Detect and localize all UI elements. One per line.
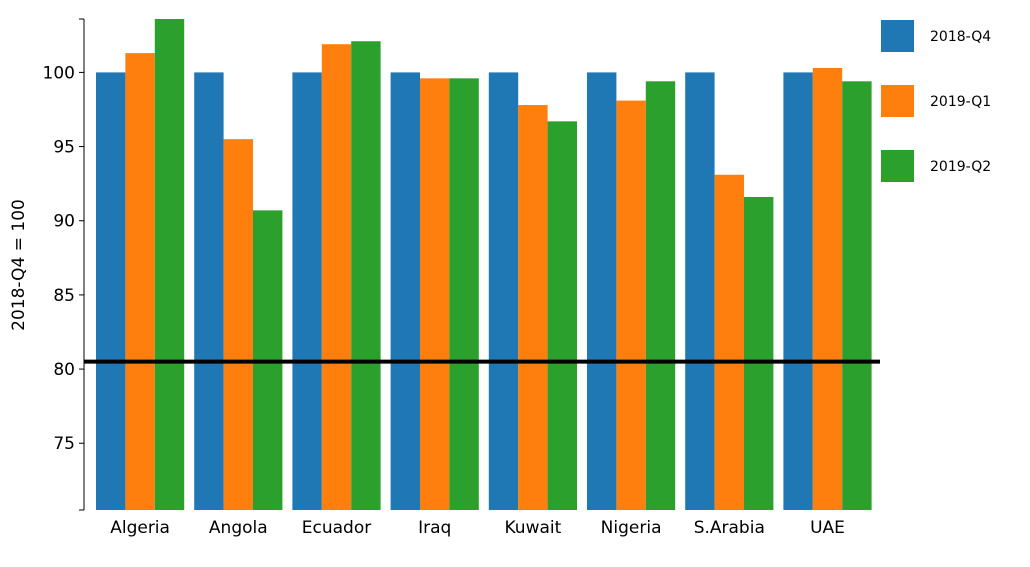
bar-s-arabia-2018-q4 [685,72,715,511]
x-tick-label: Iraq [418,518,451,538]
bar-s-arabia-2019-q2 [744,197,774,510]
bar-ecuador-2019-q2 [351,41,381,510]
bars-group [96,19,872,511]
bar-uae-2018-q4 [783,72,813,511]
bar-angola-2019-q1 [223,139,253,510]
x-tick-label: Ecuador [302,518,371,538]
y-tick-label: 75 [53,434,75,454]
bar-algeria-2019-q2 [154,19,185,510]
bar-ecuador-2019-q1 [321,44,352,510]
x-tick-label: Kuwait [505,518,562,538]
legend-label: 2019-Q1 [930,94,991,110]
legend-swatch [881,20,914,52]
legend-swatch [881,85,914,117]
bar-uae-2019-q2 [842,81,872,510]
bar-uae-2019-q1 [812,67,843,510]
bar-algeria-2018-q4 [96,72,126,511]
x-axis: Algeria Angola Ecuador Iraq Kuwait Nigeria S.A… [110,518,845,538]
x-tick-label: Angola [209,518,268,538]
bar-nigeria-2018-q4 [587,72,617,511]
bar-kuwait-2019-q2 [547,121,577,510]
y-tick-label: 95 [53,138,75,158]
x-tick-label: S.Arabia [694,518,765,538]
bar-angola-2018-q4 [194,72,224,511]
legend-label: 2018-Q4 [930,29,991,45]
y-tick-label: 85 [53,286,75,306]
legend-label: 2019-Q2 [930,159,991,175]
bar-iraq-2018-q4 [390,72,420,511]
x-tick-label: UAE [810,518,845,538]
legend: 2018-Q4 2019-Q1 2019-Q2 [881,20,991,182]
bar-nigeria-2019-q2 [645,81,676,510]
bar-kuwait-2019-q1 [518,105,548,510]
legend-swatch [881,150,914,182]
bar-ecuador-2018-q4 [292,72,322,511]
bar-algeria-2019-q1 [125,53,155,510]
bar-iraq-2019-q1 [420,78,450,510]
y-tick-label: 90 [53,212,75,232]
x-tick-label: Algeria [110,518,170,538]
y-axis-title: 2018-Q4 = 100 [9,199,29,331]
bar-iraq-2019-q2 [449,78,479,510]
bar-s-arabia-2019-q1 [714,174,744,510]
y-tick-label: 80 [53,360,75,380]
y-axis: 75 80 85 90 95 100 [43,18,85,511]
x-tick-label: Nigeria [601,518,662,538]
y-tick-label: 100 [43,63,75,83]
bar-nigeria-2019-q1 [616,100,646,510]
bar-kuwait-2018-q4 [488,72,519,511]
